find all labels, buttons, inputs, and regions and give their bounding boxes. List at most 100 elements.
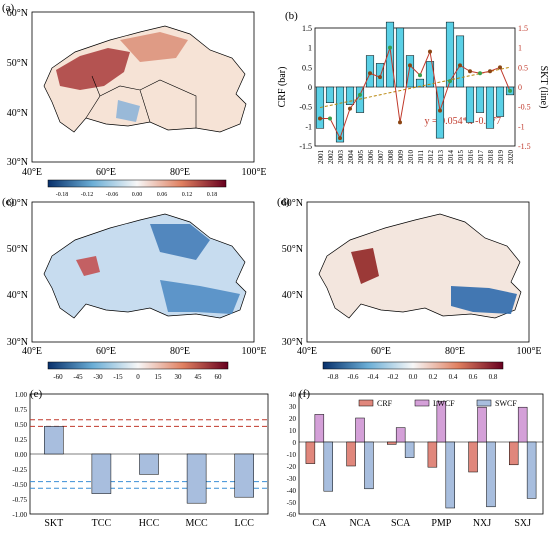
skt-point (348, 106, 352, 111)
bar-lwcf (314, 414, 325, 443)
cb-tick: -0.12 (81, 192, 94, 198)
x-tick-label: 2017 (477, 150, 485, 165)
bar (415, 78, 425, 88)
bar-swcf (486, 441, 496, 508)
legend-swatch (414, 399, 430, 407)
x-tick-label: 2003 (337, 150, 345, 165)
map-a-lat-ticks: 60°N 50°N 40°N 30°N (7, 8, 28, 168)
y2-tick-label: -1 (518, 122, 525, 131)
skt-point (478, 71, 482, 76)
lat-tick: 50°N (7, 244, 28, 255)
x-tick-label: 2005 (357, 150, 365, 165)
bar (355, 86, 365, 113)
map-a-cool-blob (116, 100, 140, 122)
skt-point (468, 69, 472, 74)
map-c-red-blob (76, 256, 100, 276)
colorbar-c-ticks: -60 -45 -30 -15 0 15 30 45 60 (53, 373, 222, 381)
skt-point (498, 65, 502, 70)
map-c-lon-ticks: 40°E 60°E 80°E 100°E (22, 346, 267, 357)
lon-tick: 80°E (170, 346, 190, 357)
skt-point (388, 45, 392, 50)
x-tick-label: 2001 (317, 150, 325, 165)
map-a-lon-ticks: 40°E 60°E 80°E 100°E (22, 167, 267, 178)
bar-crf (468, 441, 478, 473)
y2-tick-label: 1 (518, 44, 522, 53)
lon-tick: 60°E (96, 346, 116, 357)
bar (445, 21, 455, 88)
bar (455, 35, 465, 88)
x-tick-label: NCA (349, 518, 371, 529)
x-tick-label: PMP (431, 518, 451, 529)
x-tick-label: 2019 (497, 150, 505, 165)
colorbar-d (322, 361, 504, 370)
cb-tick: 0.4 (449, 373, 458, 381)
bar-lwcf (477, 406, 487, 443)
y-tick-label: 0.50 (15, 421, 28, 429)
panel-c: (c) 60°N 50°N 40°N 30°N 40°E 60°E 80°E 1… (0, 190, 275, 370)
cb-tick: 60 (215, 373, 223, 381)
y-tick-label: 10 (289, 427, 297, 435)
x-tick-label: LCC (234, 518, 254, 529)
lat-tick: 60°N (7, 198, 28, 209)
lat-tick: 50°N (282, 244, 303, 255)
lon-tick: 40°E (297, 346, 317, 357)
bar (325, 86, 335, 103)
map-d-lat-ticks: 60°N 50°N 40°N 30°N (282, 198, 303, 348)
x-tick-label: 2013 (437, 150, 445, 165)
skt-point (328, 116, 332, 121)
skt-point (428, 49, 432, 54)
x-tick-label: NXJ (473, 518, 491, 529)
lat-tick: 40°N (7, 290, 28, 301)
y-tick-label: 40 (289, 391, 297, 399)
skt-point (318, 116, 322, 121)
y2-tick-label: -1.5 (518, 142, 531, 151)
cb-tick: 0.18 (207, 192, 218, 198)
map-c-blue-blob (150, 224, 210, 260)
lon-tick: 40°E (22, 167, 42, 178)
bar (139, 453, 159, 475)
x-tick-label: CA (312, 518, 327, 529)
x-tick-label: 2007 (377, 150, 385, 165)
bar-swcf (323, 441, 334, 492)
panel-a: (a) 60°N 50°N 40°N 30°N 40°E 60°E 80°E 1… (0, 0, 275, 215)
y-tick-label: -20 (287, 463, 297, 471)
cb-tick: -60 (53, 373, 63, 381)
cb-tick: 0.8 (489, 373, 498, 381)
cb-tick: -0.6 (347, 373, 359, 381)
y-tick-label: -0.75 (12, 496, 27, 504)
chart-b-trend-text: y = 0.054*x -0.577 (425, 116, 501, 127)
bar-crf (427, 441, 438, 468)
bar (315, 86, 325, 129)
lat-tick: 30°N (282, 337, 303, 348)
y-tick-label: 1 (308, 44, 312, 53)
x-tick-label: TCC (92, 518, 112, 529)
cb-tick: 0.0 (409, 373, 418, 381)
colorbars-cd: -60 -45 -30 -15 0 15 30 45 60 -0.8 -0.6 … (0, 358, 550, 388)
bar (385, 21, 395, 88)
bar (234, 453, 254, 498)
skt-point (338, 136, 342, 141)
y-tick-label: -0.25 (12, 466, 27, 474)
cb-tick: 0.2 (429, 373, 438, 381)
bar-crf (386, 441, 397, 445)
y-tick-label: -0.5 (299, 103, 312, 112)
x-tick-label: 2015 (457, 150, 465, 165)
map-a-frame (31, 11, 255, 163)
chart-f-frame (298, 393, 544, 515)
bar (475, 86, 485, 113)
bar (485, 86, 495, 129)
legend-label: SWCF (495, 399, 517, 408)
lat-tick: 40°N (282, 290, 303, 301)
x-tick-label: 2011 (417, 150, 425, 164)
map-d: 60°N 50°N 40°N 30°N 40°E 60°E 80°E 100°E (282, 198, 542, 357)
bar-swcf (404, 441, 415, 458)
cb-tick: 0.6 (469, 373, 478, 381)
y-tick-label: 20 (289, 415, 297, 423)
cb-tick: -45 (73, 373, 83, 381)
y2-tick-label: 1.5 (518, 24, 528, 33)
chart-b-ylabel: CRF (bar) (277, 67, 288, 108)
lon-tick: 100°E (241, 346, 266, 357)
cb-tick: 0 (136, 373, 140, 381)
panel-b: (b) CRF (bar) SKT (line) y = 0.054*x -0.… (275, 0, 550, 180)
x-tick-label: 2010 (407, 150, 415, 165)
